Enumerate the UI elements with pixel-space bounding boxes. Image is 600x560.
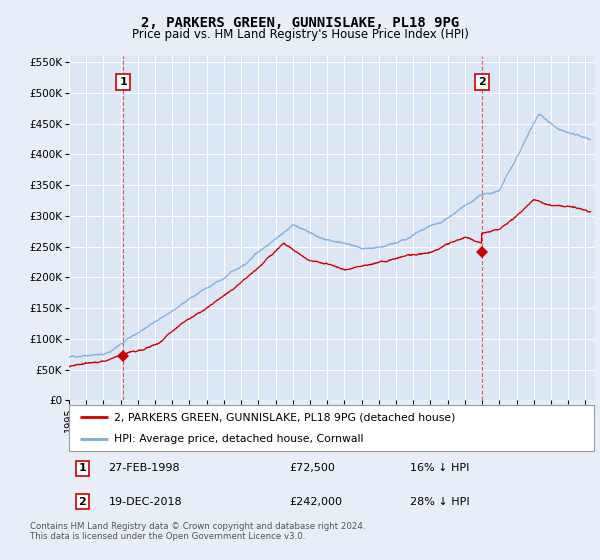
Text: HPI: Average price, detached house, Cornwall: HPI: Average price, detached house, Corn…: [113, 435, 363, 444]
Text: £72,500: £72,500: [290, 464, 335, 473]
Text: 19-DEC-2018: 19-DEC-2018: [109, 497, 182, 507]
Text: 16% ↓ HPI: 16% ↓ HPI: [410, 464, 470, 473]
Text: Price paid vs. HM Land Registry's House Price Index (HPI): Price paid vs. HM Land Registry's House …: [131, 28, 469, 41]
Text: 2, PARKERS GREEN, GUNNISLAKE, PL18 9PG (detached house): 2, PARKERS GREEN, GUNNISLAKE, PL18 9PG (…: [113, 412, 455, 422]
Text: 2, PARKERS GREEN, GUNNISLAKE, PL18 9PG: 2, PARKERS GREEN, GUNNISLAKE, PL18 9PG: [141, 16, 459, 30]
Text: 1: 1: [119, 77, 127, 87]
Text: Contains HM Land Registry data © Crown copyright and database right 2024.
This d: Contains HM Land Registry data © Crown c…: [30, 522, 365, 542]
Text: £242,000: £242,000: [290, 497, 343, 507]
Text: 1: 1: [79, 464, 86, 473]
Text: 2: 2: [79, 497, 86, 507]
Text: 2: 2: [478, 77, 485, 87]
Text: 28% ↓ HPI: 28% ↓ HPI: [410, 497, 470, 507]
Text: 27-FEB-1998: 27-FEB-1998: [109, 464, 180, 473]
